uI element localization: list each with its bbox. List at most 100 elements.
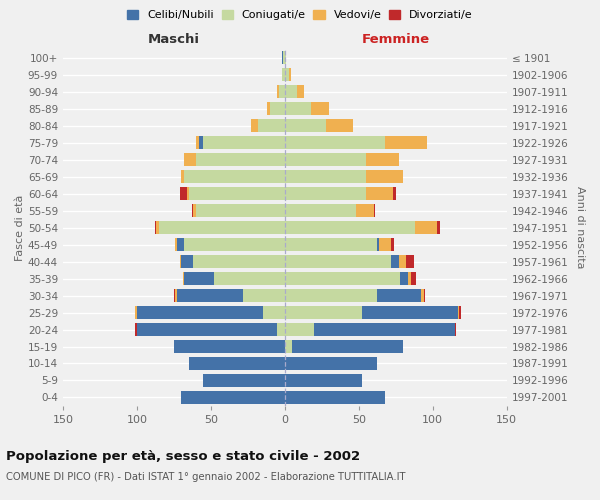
Bar xyxy=(362,306,458,319)
Bar xyxy=(180,255,181,268)
Bar xyxy=(277,85,279,98)
Bar xyxy=(175,238,177,251)
Bar xyxy=(177,238,184,251)
Bar xyxy=(196,153,285,166)
Bar xyxy=(285,136,385,149)
Bar xyxy=(374,204,375,217)
Bar xyxy=(203,374,285,387)
Bar xyxy=(187,187,188,200)
Bar xyxy=(377,289,421,302)
Bar xyxy=(258,119,285,132)
Bar xyxy=(214,272,285,285)
Bar xyxy=(366,153,399,166)
Bar xyxy=(399,255,406,268)
Bar xyxy=(174,289,175,302)
Bar xyxy=(181,170,184,183)
Text: Femmine: Femmine xyxy=(362,33,430,46)
Bar xyxy=(385,136,427,149)
Legend: Celibi/Nubili, Coniugati/e, Vedovi/e, Divorziati/e: Celibi/Nubili, Coniugati/e, Vedovi/e, Di… xyxy=(125,8,475,22)
Bar xyxy=(285,102,311,116)
Bar xyxy=(181,255,193,268)
Bar xyxy=(377,238,379,251)
Bar xyxy=(196,204,285,217)
Bar xyxy=(244,289,285,302)
Bar xyxy=(159,221,285,234)
Bar xyxy=(455,323,457,336)
Bar xyxy=(279,85,285,98)
Bar xyxy=(393,187,396,200)
Bar xyxy=(285,51,286,64)
Bar xyxy=(251,119,258,132)
Bar xyxy=(282,68,285,82)
Text: Popolazione per età, sesso e stato civile - 2002: Popolazione per età, sesso e stato civil… xyxy=(6,450,360,463)
Bar xyxy=(406,255,413,268)
Bar xyxy=(285,340,292,353)
Bar xyxy=(400,272,407,285)
Bar xyxy=(285,187,366,200)
Bar xyxy=(285,289,377,302)
Bar xyxy=(136,323,137,336)
Bar xyxy=(270,102,285,116)
Bar xyxy=(407,272,410,285)
Bar xyxy=(391,255,399,268)
Bar xyxy=(203,136,285,149)
Bar xyxy=(437,221,440,234)
Y-axis label: Anni di nascita: Anni di nascita xyxy=(575,186,585,269)
Bar xyxy=(415,221,437,234)
Bar xyxy=(196,136,199,149)
Bar xyxy=(326,119,353,132)
Bar xyxy=(285,306,362,319)
Y-axis label: Fasce di età: Fasce di età xyxy=(15,194,25,261)
Bar xyxy=(285,374,362,387)
Bar xyxy=(285,153,366,166)
Text: Maschi: Maschi xyxy=(148,33,200,46)
Bar xyxy=(379,238,391,251)
Bar xyxy=(184,238,285,251)
Bar xyxy=(263,306,285,319)
Bar xyxy=(285,357,377,370)
Bar xyxy=(285,272,400,285)
Bar xyxy=(175,289,177,302)
Bar xyxy=(285,68,289,82)
Bar xyxy=(156,221,159,234)
Bar xyxy=(188,357,285,370)
Bar xyxy=(191,204,193,217)
Bar xyxy=(285,221,415,234)
Bar xyxy=(267,102,270,116)
Bar xyxy=(283,51,285,64)
Bar xyxy=(410,272,416,285)
Bar xyxy=(421,289,424,302)
Bar xyxy=(458,306,460,319)
Bar xyxy=(356,204,374,217)
Bar xyxy=(296,85,304,98)
Bar xyxy=(184,170,285,183)
Bar xyxy=(183,272,184,285)
Bar xyxy=(137,306,263,319)
Bar xyxy=(366,187,393,200)
Bar xyxy=(314,323,455,336)
Bar xyxy=(366,170,403,183)
Bar xyxy=(193,255,285,268)
Bar xyxy=(285,391,385,404)
Bar xyxy=(174,340,285,353)
Bar xyxy=(285,119,326,132)
Bar xyxy=(285,204,356,217)
Bar xyxy=(285,255,391,268)
Bar xyxy=(193,204,196,217)
Bar xyxy=(136,306,137,319)
Bar xyxy=(180,187,187,200)
Bar xyxy=(184,272,214,285)
Bar xyxy=(199,136,203,149)
Bar xyxy=(311,102,329,116)
Bar xyxy=(424,289,425,302)
Bar xyxy=(285,323,314,336)
Bar xyxy=(289,68,291,82)
Bar xyxy=(177,289,244,302)
Bar xyxy=(285,85,296,98)
Bar xyxy=(277,323,285,336)
Bar xyxy=(292,340,403,353)
Bar xyxy=(282,51,283,64)
Bar xyxy=(155,221,156,234)
Bar xyxy=(391,238,394,251)
Bar xyxy=(188,187,285,200)
